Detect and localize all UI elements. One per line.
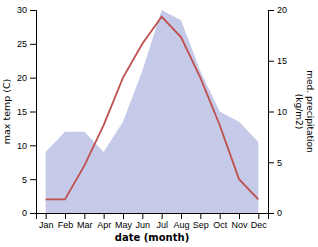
tick-label: Feb xyxy=(58,220,74,230)
plot: Jan FebMar Apr MayJun Jul Aug Sep OctNovDec 0 5 10… xyxy=(17,5,287,230)
tick-mark xyxy=(239,213,240,219)
tick-label: 0 xyxy=(277,208,282,218)
tick-label: 5 xyxy=(277,158,282,168)
tick-mark xyxy=(104,213,105,219)
tick-mark xyxy=(84,213,85,219)
tick: 5 xyxy=(268,158,282,168)
tick-label: Dec xyxy=(251,220,268,230)
marks xyxy=(46,10,259,213)
tick-label: May xyxy=(115,220,133,230)
tick-label: Oct xyxy=(213,220,228,230)
chart: Jan FebMar Apr MayJun Jul Aug Sep OctNovDec 0 5 10… xyxy=(0,0,318,247)
y2-axis-title-line: (kg/m2) xyxy=(294,94,304,129)
tick: 15 xyxy=(268,56,287,66)
tick-mark xyxy=(30,44,36,45)
tick: May xyxy=(115,213,133,230)
tick-label: 30 xyxy=(17,5,27,15)
tick: Sep xyxy=(193,213,209,230)
tick-label: 25 xyxy=(17,39,27,49)
tick-label: Jul xyxy=(156,220,168,230)
tick-mark xyxy=(30,145,36,146)
tick: 10 xyxy=(17,141,36,151)
tick: Jul xyxy=(156,213,168,230)
tick-mark xyxy=(30,78,36,79)
tick-mark xyxy=(46,213,47,219)
tick-mark xyxy=(142,213,143,219)
tick: Nov xyxy=(231,213,248,230)
tick-mark xyxy=(181,213,182,219)
tick-mark xyxy=(268,213,274,214)
tick-mark xyxy=(268,10,274,11)
y-axis: 0 5 10 15 20 25 30 xyxy=(17,5,37,218)
tick: 0 xyxy=(22,208,36,218)
tick-mark xyxy=(220,213,221,219)
tick-label: 15 xyxy=(277,56,287,66)
tick-label: Sep xyxy=(193,220,209,230)
tick: Dec xyxy=(251,213,268,230)
tick-mark xyxy=(200,213,201,219)
tick-label: 20 xyxy=(277,5,287,15)
tick-mark xyxy=(30,179,36,180)
tick-mark xyxy=(30,10,36,11)
tick: 20 xyxy=(268,5,287,15)
x-axis-title: date (month) xyxy=(115,232,189,243)
tick-label: 0 xyxy=(22,208,27,218)
tick: Jan xyxy=(39,213,54,230)
tick-mark xyxy=(162,213,163,219)
tick: 30 xyxy=(17,5,36,15)
tick: 25 xyxy=(17,39,36,49)
temperature-line xyxy=(46,17,259,200)
tick-label: Mar xyxy=(77,220,93,230)
x-axis: Jan FebMar Apr MayJun Jul Aug Sep OctNovDec xyxy=(37,213,269,230)
tick-mark xyxy=(30,112,36,113)
precipitation-area xyxy=(46,10,259,213)
tick-mark xyxy=(123,213,124,219)
tick: Feb xyxy=(58,213,74,230)
tick-mark xyxy=(30,213,36,214)
tick: 10 xyxy=(268,107,287,117)
tick-mark xyxy=(268,61,274,62)
tick: Apr xyxy=(97,213,111,230)
tick: 5 xyxy=(22,175,36,185)
tick-label: Jan xyxy=(39,220,54,230)
tick-mark xyxy=(65,213,66,219)
tick-label: 20 xyxy=(17,73,27,83)
y2-axis-title: med. precipitation(kg/m2) xyxy=(294,70,315,152)
tick: 0 xyxy=(268,208,282,218)
tick: Oct xyxy=(213,213,228,230)
chart-container: Jan FebMar Apr MayJun Jul Aug Sep OctNovDec 0 5 10… xyxy=(0,0,318,247)
axis-line xyxy=(30,11,37,214)
tick-mark xyxy=(268,162,274,163)
tick-mark xyxy=(258,213,259,219)
tick-label: 5 xyxy=(22,175,27,185)
tick-label: Aug xyxy=(173,220,189,230)
tick: 20 xyxy=(17,73,36,83)
tick: Aug xyxy=(173,213,189,230)
axis-line xyxy=(37,214,269,220)
tick-mark xyxy=(268,112,274,113)
tick-label: 15 xyxy=(17,107,27,117)
tick: Jun xyxy=(136,213,151,230)
axis-line xyxy=(269,11,275,214)
tick-label: 10 xyxy=(277,107,287,117)
y-axis-title: max temp (C) xyxy=(1,79,12,145)
tick: 15 xyxy=(17,107,36,117)
tick-label: Jun xyxy=(136,220,151,230)
tick: Mar xyxy=(77,213,93,230)
y2-axis-title-line: med. precipitation xyxy=(305,70,315,152)
y2-axis: 0 5 10 15 20 xyxy=(268,5,287,218)
tick-label: Nov xyxy=(231,220,248,230)
tick-label: 10 xyxy=(17,141,27,151)
tick-label: Apr xyxy=(97,220,111,230)
